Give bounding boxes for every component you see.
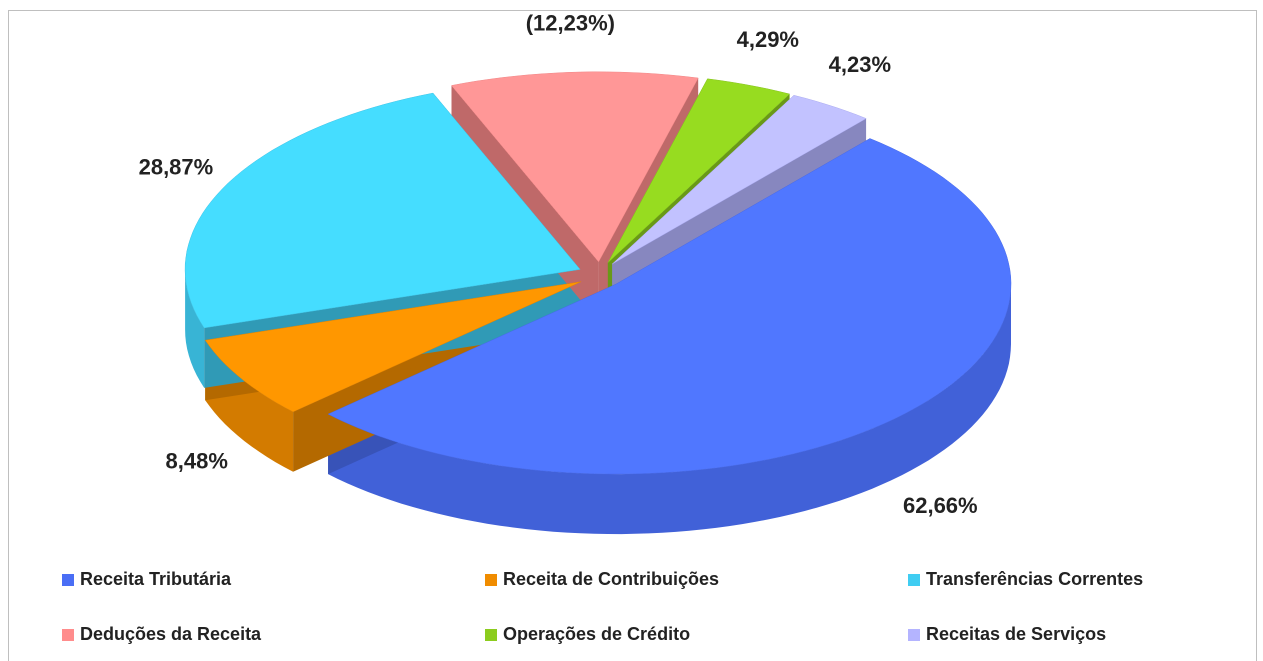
legend-label: Receitas de Serviços [926, 624, 1106, 644]
data-label: (12,23%) [526, 11, 615, 36]
slice [327, 138, 1012, 475]
data-label: 62,66% [903, 493, 978, 518]
data-label: 8,48% [166, 448, 228, 473]
legend-label: Receita de Contribuições [503, 569, 719, 589]
legend-swatch [908, 574, 920, 586]
data-label: 4,23% [829, 52, 891, 77]
legend-label: Transferências Correntes [926, 569, 1143, 589]
legend-label: Deduções da Receita [80, 624, 262, 644]
legend-swatch [485, 574, 497, 586]
slice [451, 71, 699, 263]
slice [607, 78, 791, 263]
slice [184, 92, 581, 329]
slice [612, 95, 867, 265]
data-label: 28,87% [139, 154, 214, 179]
legend-label: Operações de Crédito [503, 624, 690, 644]
slice [204, 281, 582, 413]
legend-swatch [62, 629, 74, 641]
legend-swatch [62, 574, 74, 586]
slice-side [328, 284, 1012, 535]
data-label: 4,29% [737, 27, 799, 52]
legend-label: Receita Tributária [80, 569, 232, 589]
legend-swatch [485, 629, 497, 641]
legend-swatch [908, 629, 920, 641]
